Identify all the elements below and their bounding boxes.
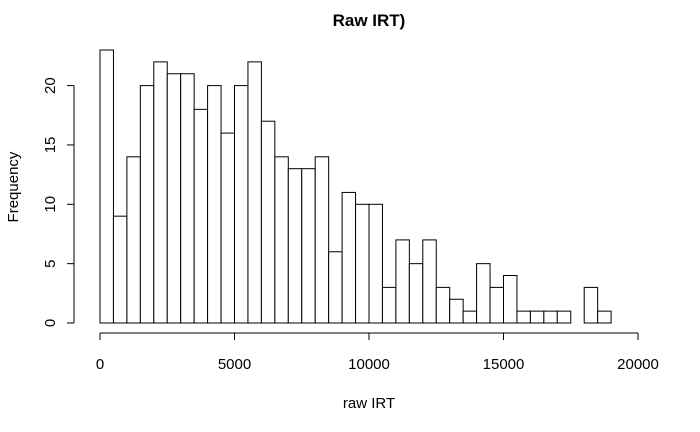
y-tick-label: 15 [42, 137, 59, 154]
histogram-bar [529, 310, 545, 324]
y-tick-label: 20 [42, 77, 59, 94]
x-tick-label: 20000 [617, 356, 659, 373]
histogram-bar [180, 73, 195, 324]
histogram-bar [408, 263, 424, 324]
histogram-bar [287, 168, 303, 324]
x-tick-label: 10000 [348, 356, 390, 373]
y-tick-label: 5 [42, 259, 59, 267]
y-axis-label: Frequency [5, 151, 22, 222]
histogram-bar [476, 263, 491, 324]
histogram-bar [503, 275, 518, 324]
histogram-bar [234, 85, 249, 324]
histogram-bar [139, 85, 155, 324]
histogram-bar [193, 108, 209, 324]
histogram-bar [112, 215, 128, 324]
histogram-bar [381, 286, 397, 324]
bars-group [99, 49, 612, 324]
histogram-bar [328, 251, 343, 324]
histogram-bar [355, 203, 370, 324]
histogram-bar [462, 310, 478, 324]
histogram-bar [99, 49, 114, 324]
histogram-bar [153, 61, 168, 324]
histogram-bar [422, 239, 437, 324]
histogram-bar [341, 191, 357, 324]
histogram-bar [260, 120, 276, 324]
histogram-bar [435, 286, 451, 324]
x-axis: 0 5000 10000 15000 20000 [96, 332, 659, 373]
x-axis-label: raw IRT [343, 395, 395, 412]
histogram-bar [368, 203, 383, 324]
histogram-bar [274, 156, 289, 324]
histogram-bar [207, 85, 222, 324]
histogram-bar [597, 310, 612, 324]
y-axis: 0 5 10 15 20 [42, 77, 75, 327]
x-tick-label: 15000 [483, 356, 525, 373]
histogram-bar [220, 132, 236, 324]
histogram-bar [516, 310, 531, 324]
x-tick-label: 5000 [218, 356, 251, 373]
histogram-bar [543, 310, 558, 324]
histogram-bar [301, 168, 316, 324]
y-tick-label: 10 [42, 196, 59, 213]
histogram-bar [489, 286, 504, 324]
histogram-bar [166, 73, 182, 324]
y-tick-label: 0 [42, 319, 59, 327]
histogram-bar [449, 298, 464, 324]
histogram-bar [247, 61, 262, 324]
histogram-bar [126, 156, 141, 324]
histogram-bar [556, 310, 572, 324]
chart-title: Raw IRT) [333, 11, 406, 30]
histogram-bar [314, 156, 330, 324]
x-tick-label: 0 [96, 356, 104, 373]
histogram-bar [583, 286, 599, 324]
histogram-bar [395, 239, 410, 324]
